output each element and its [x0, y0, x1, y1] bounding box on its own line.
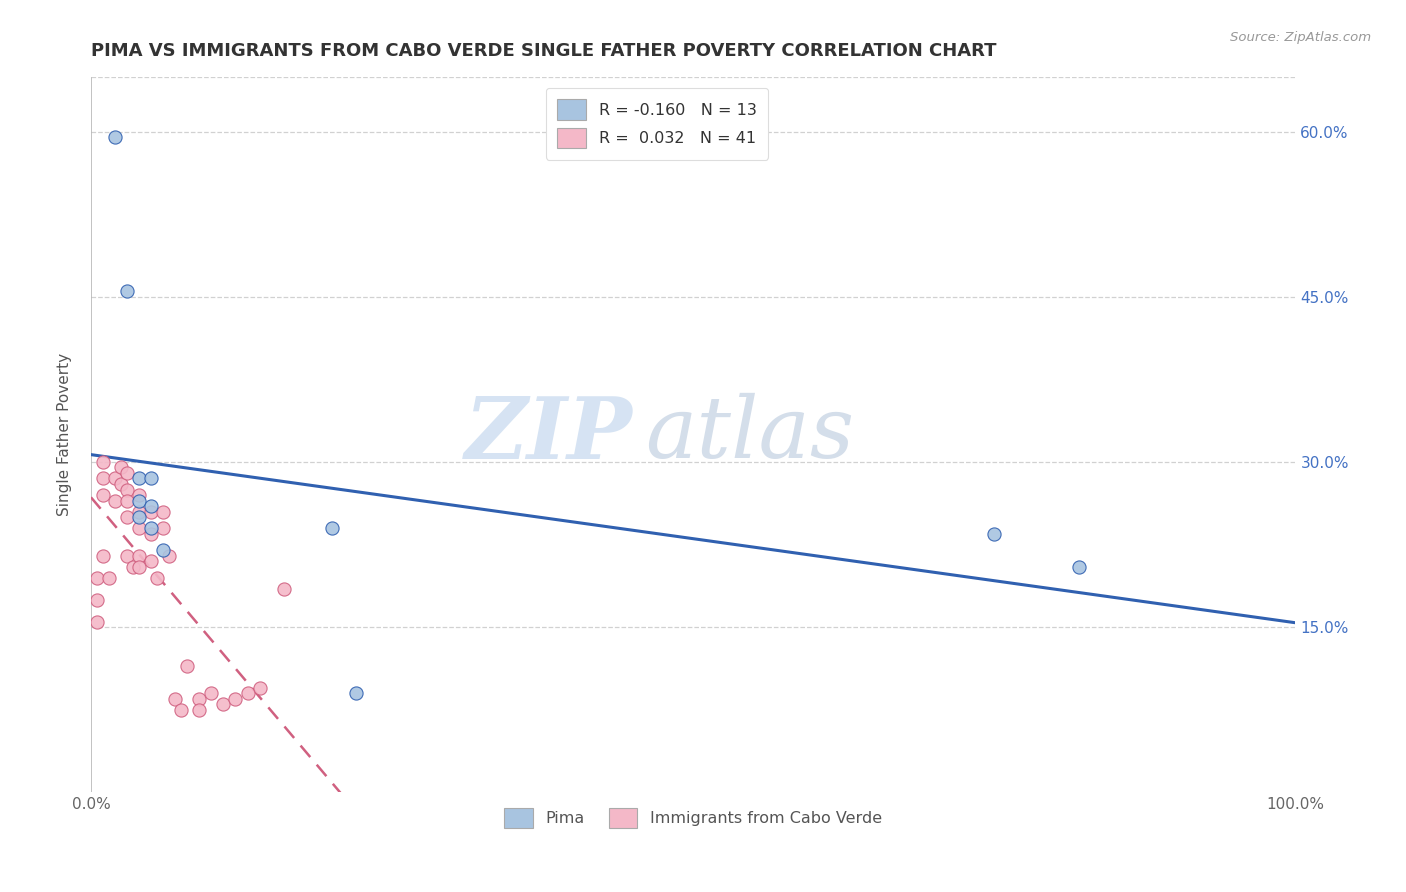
Point: [115, 493, 138, 508]
Point: [115, 285, 138, 299]
Point: [152, 504, 174, 518]
Point: [98, 571, 121, 585]
Point: [1067, 559, 1090, 574]
Text: PIMA VS IMMIGRANTS FROM CABO VERDE SINGLE FATHER POVERTY CORRELATION CHART: PIMA VS IMMIGRANTS FROM CABO VERDE SINGL…: [91, 42, 997, 60]
Point: [212, 697, 235, 711]
Point: [141, 504, 163, 518]
Point: [128, 521, 150, 535]
Point: [128, 471, 150, 485]
Text: Source: ZipAtlas.com: Source: ZipAtlas.com: [1230, 31, 1371, 45]
Point: [86, 615, 108, 629]
Point: [165, 691, 187, 706]
Y-axis label: Single Father Poverty: Single Father Poverty: [58, 353, 72, 516]
Point: [122, 559, 145, 574]
Point: [128, 488, 150, 502]
Point: [236, 686, 259, 700]
Point: [115, 549, 138, 563]
Point: [86, 592, 108, 607]
Point: [141, 526, 163, 541]
Point: [115, 466, 138, 480]
Point: [104, 471, 127, 485]
Text: ZIP: ZIP: [465, 392, 633, 476]
Point: [152, 543, 174, 558]
Point: [141, 499, 163, 513]
Point: [110, 460, 132, 475]
Point: [273, 582, 295, 596]
Point: [91, 549, 114, 563]
Point: [224, 691, 246, 706]
Text: atlas: atlas: [645, 393, 853, 475]
Point: [176, 658, 198, 673]
Point: [170, 703, 193, 717]
Point: [344, 686, 367, 700]
Point: [321, 521, 343, 535]
Legend: Pima, Immigrants from Cabo Verde: Pima, Immigrants from Cabo Verde: [498, 801, 889, 834]
Point: [141, 471, 163, 485]
Point: [200, 686, 222, 700]
Point: [157, 549, 180, 563]
Point: [91, 455, 114, 469]
Point: [128, 510, 150, 524]
Point: [152, 521, 174, 535]
Point: [188, 703, 211, 717]
Point: [141, 521, 163, 535]
Point: [110, 477, 132, 491]
Point: [983, 526, 1005, 541]
Point: [104, 493, 127, 508]
Point: [141, 554, 163, 568]
Point: [91, 488, 114, 502]
Point: [115, 483, 138, 497]
Point: [104, 130, 127, 145]
Point: [128, 559, 150, 574]
Point: [128, 493, 150, 508]
Point: [86, 571, 108, 585]
Point: [249, 681, 271, 695]
Point: [128, 504, 150, 518]
Point: [146, 571, 169, 585]
Point: [115, 510, 138, 524]
Point: [91, 471, 114, 485]
Point: [188, 691, 211, 706]
Point: [128, 549, 150, 563]
